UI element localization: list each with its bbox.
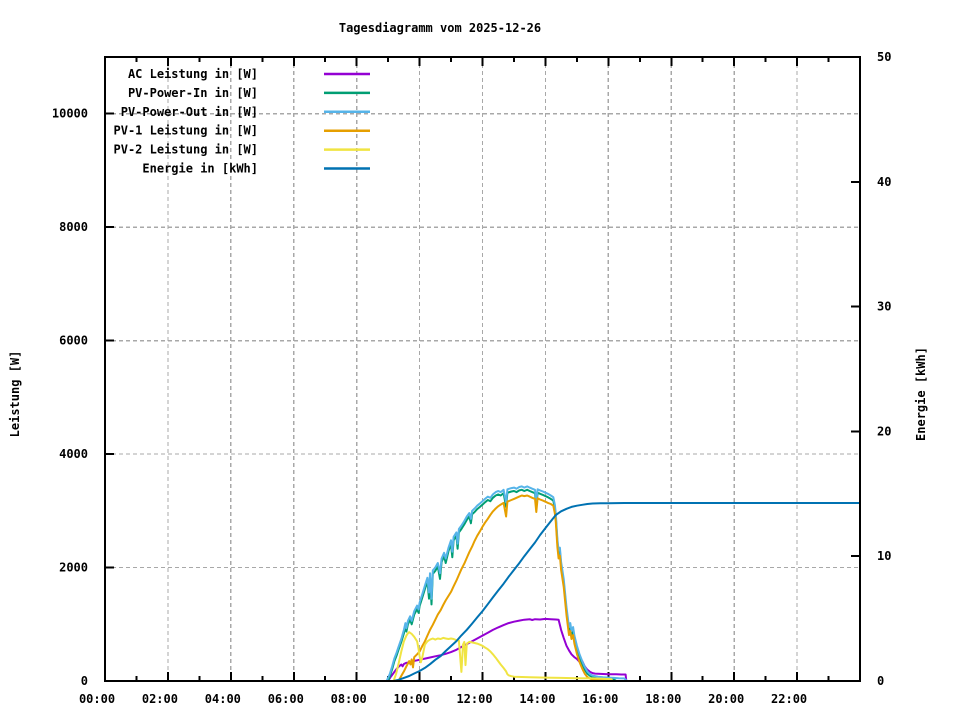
y-right-tick-label: 30 [877,300,891,314]
legend-label-pv2-leistung: PV-2 Leistung in [W] [114,143,259,157]
legend-label-ac-leistung: AC Leistung in [W] [128,67,258,81]
y-left-tick-label: 0 [81,674,88,688]
x-tick-label: 04:00 [205,692,241,706]
chart-title: Tagesdiagramm vom 2025-12-26 [338,21,542,35]
x-tick-label: 18:00 [645,692,681,706]
series-pv1-leistung [397,494,612,682]
y-right-tick-label: 0 [877,674,884,688]
x-tick-label: 20:00 [708,692,744,706]
legend-label-pv-power-in: PV-Power-In in [W] [128,86,258,100]
x-tick-label: 06:00 [268,692,304,706]
y-left-tick-label: 4000 [59,447,88,461]
y-left-tick-label: 6000 [59,334,88,348]
legend-label-energie: Energie in [kWh] [142,162,258,176]
series-pv-power-out [385,485,629,682]
y-left-tick-label: 10000 [52,107,88,121]
x-tick-label: 00:00 [79,692,115,706]
y-left-axis-title: Leistung [W] [8,350,22,438]
y-right-tick-label: 50 [877,50,891,64]
y-left-tick-label: 8000 [59,220,88,234]
y-left-tick-label: 2000 [59,561,88,575]
y-right-axis-title: Energie [kWh] [914,347,928,441]
y-right-tick-label: 20 [877,424,891,438]
plot-border [104,56,861,682]
x-tick-label: 16:00 [582,692,618,706]
series-energie [392,502,861,682]
x-tick-label: 10:00 [394,692,430,706]
x-tick-label: 22:00 [771,692,807,706]
series-pv2-leistung [392,631,614,682]
x-tick-label: 12:00 [456,692,492,706]
y-right-tick-label: 40 [877,175,891,189]
x-tick-label: 08:00 [331,692,367,706]
x-tick-label: 14:00 [519,692,555,706]
x-tick-label: 02:00 [142,692,178,706]
legend-label-pv-power-out: PV-Power-Out in [W] [121,105,258,119]
legend-label-pv1-leistung: PV-1 Leistung in [W] [114,124,259,138]
y-right-tick-label: 10 [877,549,891,563]
